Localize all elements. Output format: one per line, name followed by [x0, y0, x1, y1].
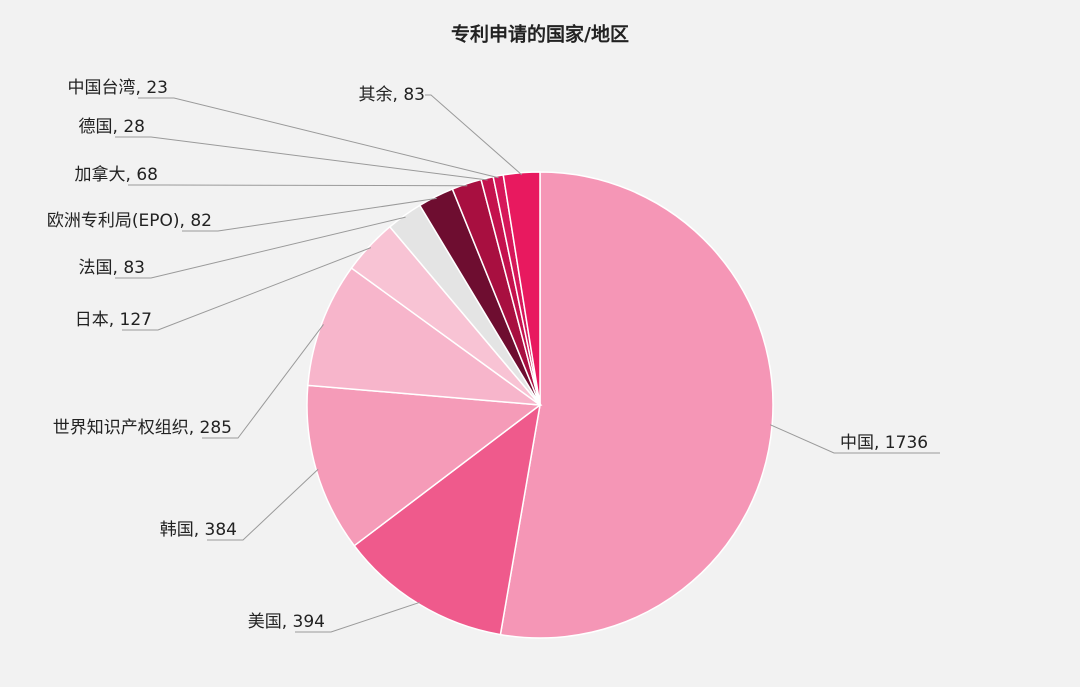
data-label: 其余, 83 — [359, 85, 425, 105]
pie-slice — [499, 171, 774, 639]
data-label: 中国, 1736 — [840, 433, 928, 453]
leader-line — [202, 324, 324, 439]
pie-slice — [353, 403, 542, 636]
data-label: 法国, 83 — [79, 258, 145, 278]
leader-line — [425, 94, 523, 176]
leader-line — [115, 216, 406, 279]
leader-line — [295, 601, 421, 633]
data-label: 世界知识产权组织, 285 — [53, 418, 232, 438]
data-label: 韩国, 384 — [160, 520, 237, 540]
leader-line — [182, 197, 437, 232]
leader-line — [769, 424, 940, 454]
leader-line — [122, 247, 372, 331]
chart-title: 专利申请的国家/地区 — [451, 23, 629, 46]
data-label: 加拿大, 68 — [75, 164, 158, 185]
pie-slice — [307, 267, 543, 406]
data-label: 中国台湾, 23 — [68, 78, 168, 98]
data-label: 日本, 127 — [75, 310, 152, 330]
data-label: 德国, 28 — [79, 117, 145, 137]
leader-line — [138, 97, 499, 179]
pie-slice — [306, 384, 543, 547]
leader-line — [115, 136, 488, 181]
data-label: 美国, 394 — [248, 612, 325, 632]
leader-line — [207, 468, 319, 541]
leader-line — [128, 184, 468, 187]
data-label: 欧洲专利局(EPO), 82 — [47, 211, 212, 231]
pie-slice — [502, 171, 541, 406]
